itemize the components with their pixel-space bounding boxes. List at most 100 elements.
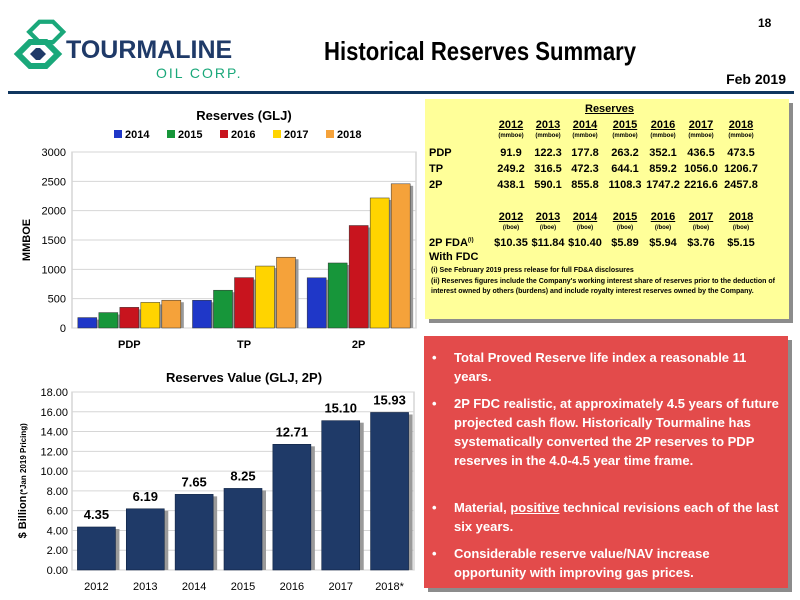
- bullet-text: Total Proved Reserve life index a reason…: [454, 350, 747, 384]
- chart-title: Reserves (GLJ): [196, 108, 291, 123]
- bar-2018*: [370, 412, 409, 571]
- x-tick-label: 2014: [182, 581, 206, 593]
- y-tick-label: 0: [60, 323, 66, 335]
- legend-swatch: [326, 130, 334, 138]
- x-tick-label: 2013: [133, 581, 157, 593]
- bullet-item: • Material, positive technical revisions…: [432, 498, 782, 536]
- bar-2015: [223, 488, 263, 571]
- y-axis-label: $ Billion: [17, 495, 29, 538]
- reserves-value: 855.8: [571, 179, 599, 191]
- bar-2018-TP: [276, 256, 296, 329]
- x-tick-label: 2015: [231, 581, 255, 593]
- data-label: 4.35: [84, 507, 109, 522]
- x-tick-label: 2P: [352, 339, 365, 351]
- unit-label: (mmboe): [612, 133, 638, 139]
- y-tick-label: 2.00: [47, 545, 68, 557]
- unit-label: (mmboe): [688, 133, 714, 139]
- y-tick-label: 12.00: [40, 446, 68, 458]
- legend-label: 2016: [231, 129, 255, 141]
- y-tick-label: 6.00: [47, 506, 68, 518]
- bar-2014-2P: [306, 277, 327, 329]
- data-label: 12.71: [276, 424, 309, 439]
- bar-2015-PDP: [98, 312, 119, 329]
- legend-label: 2015: [178, 129, 202, 141]
- x-tick-label: 2016: [280, 581, 304, 593]
- logo-gem-icon: [13, 19, 67, 69]
- fda-value: $11.84: [531, 237, 565, 249]
- data-label: 8.25: [230, 468, 255, 483]
- y-axis-label: MMBOE: [21, 219, 33, 261]
- reserves-value-chart: Reserves Value (GLJ, 2P) 0.00 2.00 4.00 6.00…: [17, 370, 415, 593]
- bullet-item: • Considerable reserve value/NAV increas…: [432, 544, 782, 582]
- company-logo: TOURMALINE OIL CORP.: [13, 19, 240, 81]
- fda-value: $3.76: [687, 237, 715, 249]
- reserves-value: 263.2: [611, 147, 639, 159]
- y-tick-label: 1500: [42, 235, 66, 247]
- bar-2015-2P: [327, 262, 348, 329]
- unit-label: (mmboe): [650, 133, 676, 139]
- bar-2016-TP: [234, 277, 254, 329]
- y-tick-label: 2500: [42, 176, 66, 188]
- reserves-value: 472.3: [571, 163, 599, 175]
- reserves-value: 473.5: [727, 147, 755, 159]
- table-footnote-2: (ii) Reserves figures include the Compan…: [431, 278, 775, 295]
- row-label: TP: [429, 163, 444, 175]
- reserves-value: 438.1: [497, 179, 525, 191]
- bullet-text: 2P FDC realistic, at approximately 4.5 y…: [454, 396, 779, 468]
- year-header: 2017: [688, 211, 714, 223]
- fda-subtitle: With FDC: [429, 251, 479, 263]
- year-header: 2012: [498, 211, 524, 223]
- unit-label: (mmboe): [572, 133, 598, 139]
- bullet-text: Considerable reserve value/NAV increase …: [454, 546, 710, 580]
- reserves-value: 122.3: [534, 147, 562, 159]
- y-tick-label: 18.00: [40, 387, 68, 399]
- y-axis-note: (*Jan 2019 Pricing): [19, 423, 28, 495]
- data-label: 6.19: [133, 489, 158, 504]
- x-tick-label: 2012: [84, 581, 108, 593]
- bullet-dot-icon: •: [432, 546, 437, 561]
- data-label: 7.65: [181, 474, 206, 489]
- y-tick-label: 14.00: [40, 427, 68, 439]
- bar-2016-PDP: [119, 307, 140, 329]
- fda-value: $5.15: [727, 237, 755, 249]
- reserves-value: 436.5: [687, 147, 715, 159]
- reserves-value: 352.1: [649, 147, 677, 159]
- bullet-dot-icon: •: [432, 500, 437, 515]
- unit-label: (/boe): [732, 225, 750, 231]
- bar-2017-PDP: [140, 302, 161, 329]
- fda-value: $10.35: [494, 237, 528, 249]
- bar-2012: [77, 526, 116, 571]
- y-tick-label: 16.00: [40, 407, 68, 419]
- logo-name: TOURMALINE: [66, 36, 232, 64]
- y-tick-label: 4.00: [47, 525, 68, 537]
- y-tick-label: 3000: [42, 147, 66, 159]
- reserves-value: 249.2: [497, 163, 525, 175]
- unit-label: (mmboe): [498, 133, 524, 139]
- legend-swatch: [114, 130, 122, 138]
- reserves-value: 1056.0: [684, 163, 718, 175]
- slide-title: Historical Reserves Summary: [323, 36, 637, 66]
- year-header: 2015: [612, 119, 638, 131]
- unit-label: (/boe): [502, 225, 520, 231]
- y-tick-label: 1000: [42, 264, 66, 276]
- year-header: 2014: [572, 211, 598, 223]
- data-label: 15.10: [324, 401, 357, 416]
- bullet-dot-icon: •: [432, 396, 437, 411]
- unit-label: (/boe): [616, 225, 634, 231]
- year-header: 2012: [498, 119, 524, 131]
- year-header: 2017: [688, 119, 714, 131]
- bullet-dot-icon: •: [432, 350, 437, 365]
- page-number: 18: [758, 16, 772, 30]
- data-label: 15.93: [373, 392, 406, 407]
- year-header: 2018: [728, 211, 754, 223]
- row-label: PDP: [429, 147, 452, 159]
- x-tick-label: TP: [237, 339, 251, 351]
- year-header: 2013: [535, 211, 561, 223]
- reserves-value: 177.8: [571, 147, 599, 159]
- y-tick-label: 8.00: [47, 486, 68, 498]
- y-tick-label: 0.00: [47, 565, 68, 577]
- legend-swatch: [273, 130, 281, 138]
- bullet-item: • 2P FDC realistic, at approximately 4.5…: [432, 394, 782, 470]
- title-divider: [8, 91, 794, 94]
- bar-2017-TP: [255, 265, 275, 329]
